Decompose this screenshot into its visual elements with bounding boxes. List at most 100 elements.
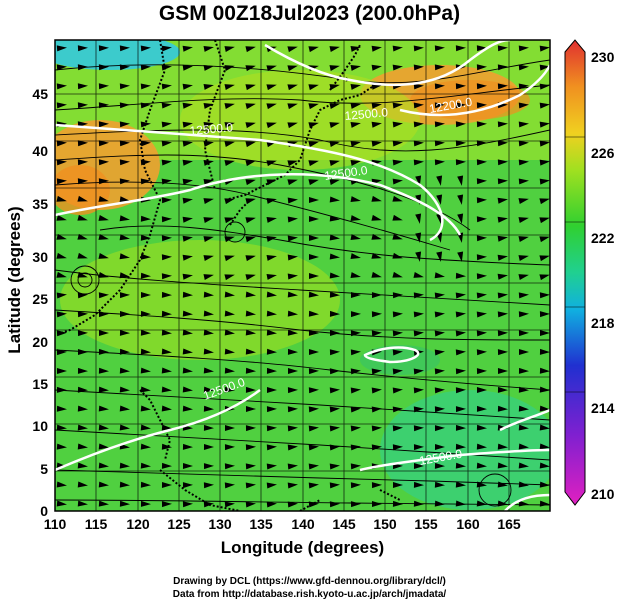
wind-arrow <box>287 368 298 375</box>
wind-arrow <box>287 179 298 186</box>
wind-arrow <box>161 178 172 185</box>
wind-arrow <box>434 272 445 279</box>
wind-arrow <box>539 140 550 147</box>
wind-arrow <box>329 444 340 451</box>
wind-arrow <box>224 84 235 90</box>
wind-arrow <box>308 463 319 470</box>
wind-arrow <box>518 424 529 431</box>
wind-arrow <box>119 159 130 166</box>
wind-arrow <box>77 178 88 185</box>
wind-arrow <box>140 481 151 488</box>
wind-arrow <box>287 406 298 413</box>
wind-arrow <box>161 462 172 469</box>
wind-arrow <box>203 405 214 412</box>
wind-arrow <box>476 273 487 280</box>
wind-arrow <box>455 387 466 394</box>
wind-arrow <box>415 251 422 262</box>
wind-arrow <box>140 348 151 355</box>
wind-arrow <box>539 367 550 374</box>
wind-arrow <box>224 103 235 109</box>
colorbar-tick-label: 226 <box>591 145 615 161</box>
wind-arrow <box>140 462 151 469</box>
wind-arrow <box>56 102 67 109</box>
wind-arrow <box>350 330 361 337</box>
wind-arrow <box>371 121 382 128</box>
colorbar-tick-label: 214 <box>591 400 615 416</box>
wind-arrow <box>308 349 319 356</box>
wind-arrow <box>77 292 88 299</box>
wind-arrow <box>266 160 277 167</box>
wind-arrow <box>350 272 361 279</box>
wind-arrow <box>119 405 130 412</box>
wind-arrow <box>245 386 256 393</box>
wind-arrow <box>434 102 445 109</box>
wind-arrow <box>182 121 193 128</box>
wind-arrow <box>371 140 382 147</box>
wind-arrow <box>413 425 424 432</box>
wind-arrow <box>119 348 130 355</box>
wind-arrow <box>98 159 109 166</box>
wind-arrow <box>539 500 550 507</box>
wind-arrow <box>266 444 277 451</box>
wind-arrow <box>77 424 88 431</box>
wind-arrow <box>518 481 529 488</box>
wind-arrow <box>287 444 298 451</box>
wind-arrow <box>266 482 277 489</box>
wind-arrow <box>539 443 550 450</box>
wind-arrow <box>56 252 67 259</box>
wind-arrow <box>245 160 256 167</box>
wind-arrow <box>287 387 298 394</box>
wind-arrow <box>371 64 382 71</box>
x-tick-label: 130 <box>208 516 232 532</box>
wind-arrow <box>224 291 235 298</box>
wind-arrow <box>161 273 172 280</box>
wind-arrow <box>56 424 67 431</box>
wind-arrow <box>266 273 277 280</box>
wind-arrow <box>455 368 466 375</box>
wind-arrow <box>98 367 109 374</box>
wind-arrow <box>455 349 466 356</box>
wind-arrow <box>224 367 235 374</box>
wind-arrow <box>350 349 361 356</box>
wind-arrow <box>539 198 550 205</box>
wind-arrow <box>56 271 67 278</box>
wind-arrow <box>224 463 235 470</box>
y-axis-label: Latitude (degrees) <box>5 206 24 354</box>
wind-arrow <box>161 367 172 374</box>
wind-arrow <box>476 159 487 166</box>
wind-arrow <box>182 443 193 450</box>
wind-arrow <box>350 463 361 470</box>
wind-arrow <box>224 482 235 489</box>
wind-arrow <box>266 122 277 129</box>
wind-arrow <box>161 235 172 242</box>
wind-arrow <box>161 310 172 317</box>
wind-arrow <box>539 348 550 355</box>
wind-arrow <box>56 292 67 299</box>
wind-arrow <box>287 197 298 204</box>
wind-arrow <box>266 425 277 432</box>
wind-arrow <box>539 481 550 488</box>
wind-arrow <box>77 349 88 356</box>
wind-arrow <box>98 64 109 71</box>
wind-arrow <box>119 196 130 203</box>
x-tick-label: 140 <box>291 516 315 532</box>
wind-arrow <box>350 140 361 147</box>
wind-arrow <box>140 443 151 450</box>
wind-arrow <box>329 463 340 470</box>
wind-arrow <box>436 175 443 186</box>
wind-arrow <box>476 387 487 394</box>
wind-arrow <box>518 500 529 507</box>
x-tick-label: 145 <box>332 516 356 532</box>
colorbar-tick-label: 230 <box>591 49 615 65</box>
wind-arrow <box>98 271 109 278</box>
wind-arrow <box>119 83 130 90</box>
wind-arrow <box>203 45 214 52</box>
wind-arrow <box>455 83 466 90</box>
wind-arrow <box>98 102 109 109</box>
wind-arrow <box>161 386 172 393</box>
wind-arrow <box>182 83 193 90</box>
wind-arrow <box>77 367 88 374</box>
wind-arrow <box>224 65 235 71</box>
colorbar <box>564 39 586 506</box>
wind-arrow <box>287 84 298 91</box>
